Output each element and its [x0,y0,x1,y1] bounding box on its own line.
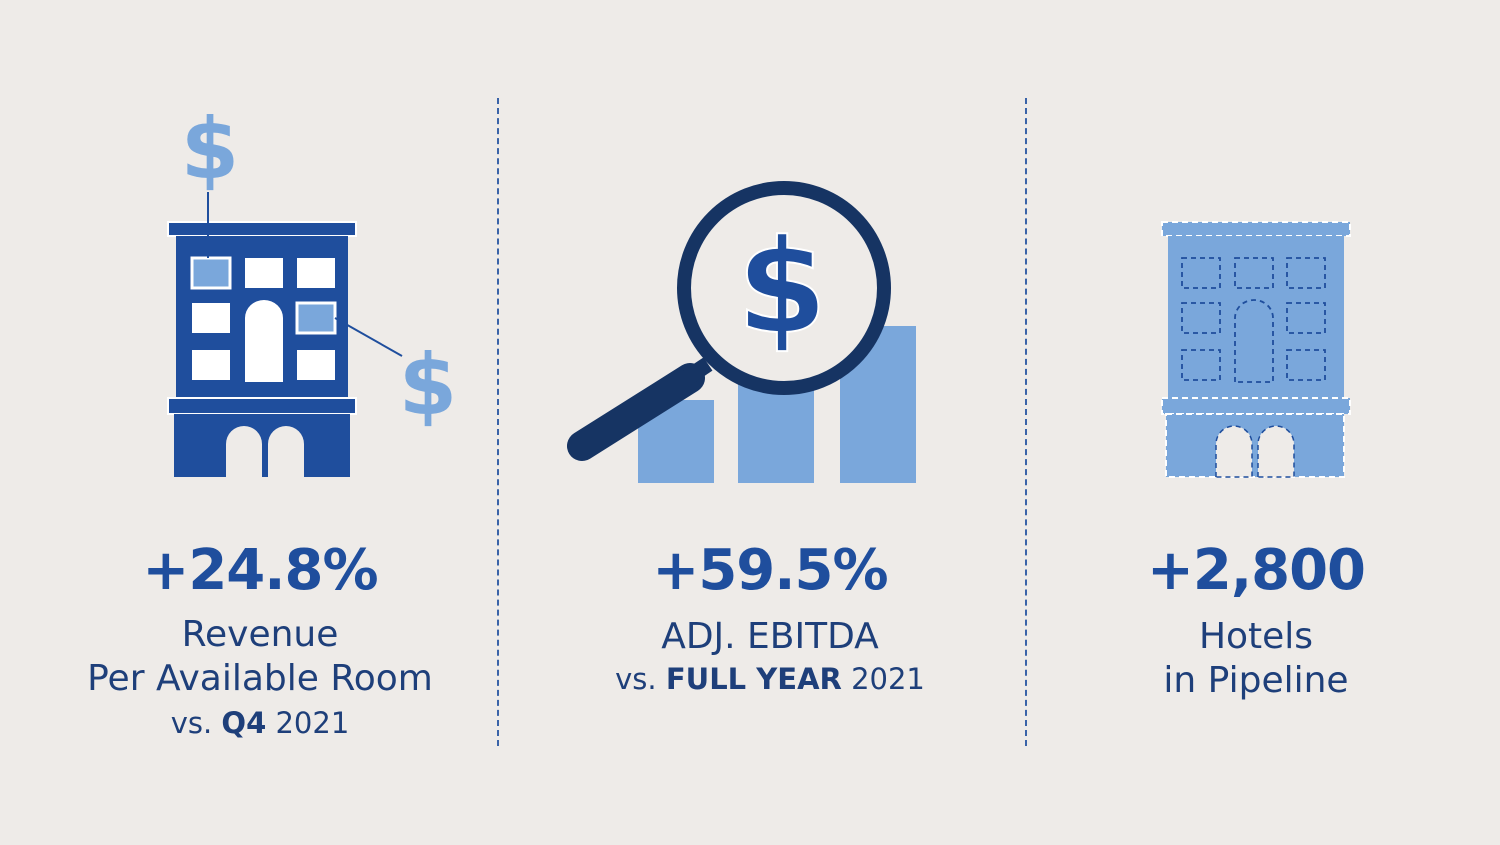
stat-column-ebitda: $ +59.5% ADJ. EBITDA vs. FULL YEAR 2021 [560,0,980,845]
column-divider-2 [1025,98,1027,746]
comparison-period: Q4 [221,706,267,740]
stat-label-line1: Hotels [1198,616,1314,657]
comparison-prefix: vs. [615,662,657,696]
magnifier-bar-chart-dollar-icon: $ [567,181,916,483]
svg-text:$: $ [181,100,239,198]
stat-comparison: vs. FULL YEAR 2021 [560,662,980,696]
stat-column-pipeline: +2,800 Hotels in Pipeline [1046,0,1466,845]
stat-label-line1: Revenue [181,614,339,655]
column-divider-1 [497,98,499,746]
comparison-period: FULL YEAR [665,662,842,696]
stat-label-line1: ADJ. EBITDA [661,616,879,657]
stat-value: +59.5% [652,538,888,603]
stat-column-revpar: $ $ +24.8% Revenue Per Available Room vs… [50,0,470,845]
stat-comparison: vs. Q4 2021 [50,706,470,740]
stat-label-line2: in Pipeline [1163,660,1349,701]
stat-value: +2,800 [1146,538,1366,603]
svg-text:$: $ [737,211,827,363]
pipeline-hotel-building-icon [1161,221,1351,478]
svg-text:$: $ [399,336,457,434]
stat-value: +24.8% [142,538,378,603]
hotel-building-with-dollar-icon: $ $ [167,100,457,477]
comparison-prefix: vs. [170,706,213,740]
stat-label-line2: Per Available Room [87,658,433,699]
comparison-year: 2021 [851,662,925,696]
comparison-year: 2021 [275,706,350,740]
